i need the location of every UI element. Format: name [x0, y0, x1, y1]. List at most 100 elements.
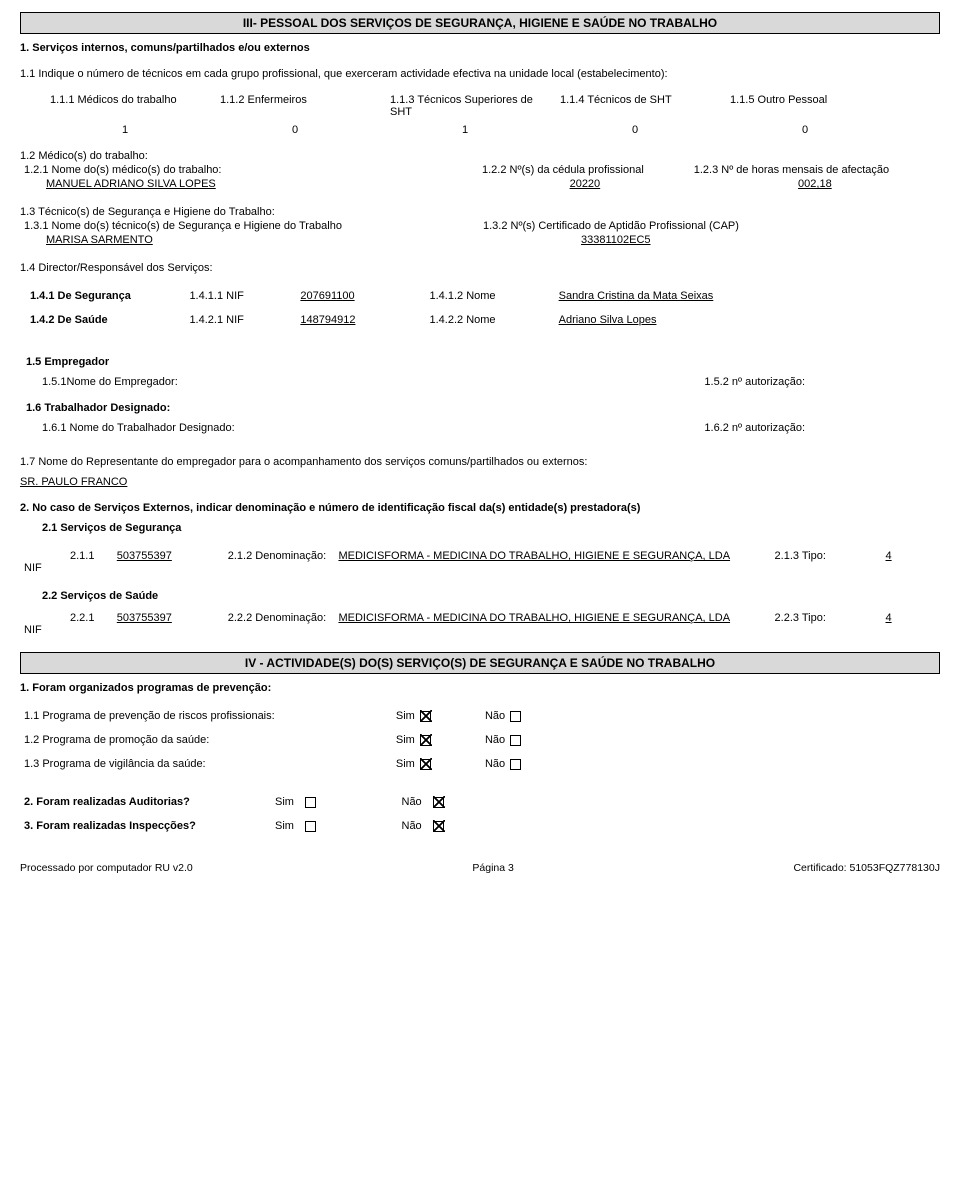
section4-header: IV - ACTIVIDADE(S) DO(S) SERVIÇO(S) DE S…: [20, 652, 940, 674]
representante-nome: SR. PAULO FRANCO: [20, 476, 940, 488]
nao-label-3: Não: [485, 758, 505, 770]
nao-label: Não: [485, 710, 505, 722]
q1-7-label: 1.7 Nome do Representante do empregador …: [20, 456, 940, 468]
q3-nao-check: [433, 821, 444, 832]
q2-1-3-value: 4: [886, 550, 892, 562]
q2-2-3-value: 4: [886, 612, 892, 624]
q1-4-1-2-value: Sandra Cristina da Mata Seixas: [559, 290, 714, 302]
tech-columns-values: 1 0 1 0 0: [50, 124, 880, 136]
q2-2-2-value: MEDICISFORMA - MEDICINA DO TRABALHO, HIG…: [338, 612, 730, 624]
s4-q2-label: 2. Foram realizadas Auditorias?: [24, 796, 190, 808]
q1-3-nao-check: [510, 759, 521, 770]
val-enfermeiros: 0: [220, 124, 370, 136]
audit-table: 2. Foram realizadas Auditorias? Sim Não …: [20, 794, 526, 834]
s4-q1-2-label: 1.2 Programa de promoção da saúde:: [24, 734, 209, 746]
q1-5-2-label: 1.5.2 nº autorização:: [704, 376, 805, 388]
medico-nome: MANUEL ADRIANO SILVA LOPES: [46, 178, 216, 190]
q2-2-3-label: 2.2.3 Tipo:: [775, 612, 826, 624]
serv-seg-table: 2.1.1 NIF 503755397 2.1.2 Denominação: M…: [20, 548, 940, 576]
q2-2-label: 2.2 Serviços de Saúde: [42, 590, 940, 602]
q1-2-label: 1.2 Médico(s) do trabalho:: [20, 150, 940, 162]
val-tec-sht: 0: [560, 124, 710, 136]
q1-4-2-1-value: 148794912: [300, 314, 355, 326]
col-medicos: 1.1.1 Médicos do trabalho: [50, 94, 200, 118]
q2-1-1-label: 2.1.1 NIF: [24, 550, 94, 574]
col-tec-sht: 1.1.4 Técnicos de SHT: [560, 94, 710, 118]
sim-label-2: Sim: [396, 734, 415, 746]
q1-5-1-label: 1.5.1Nome do Empregador:: [42, 376, 704, 388]
s4-q1-1-label: 1.1 Programa de prevenção de riscos prof…: [24, 710, 275, 722]
q1-4-1-label: 1.4.1 De Segurança: [30, 290, 131, 302]
q1-4-2-2-label: 1.4.2.2 Nome: [430, 314, 496, 326]
val-medicos: 1: [50, 124, 200, 136]
q1-5-label: 1.5 Empregador: [26, 356, 940, 368]
nao-label-4: Não: [402, 796, 422, 808]
q1-2-sim-check: [420, 735, 431, 746]
sim-label: Sim: [396, 710, 415, 722]
q1-4-2-1-label: 1.4.2.1 NIF: [189, 314, 243, 326]
sim-label-3: Sim: [396, 758, 415, 770]
q1-6-label: 1.6 Trabalhador Designado:: [26, 402, 940, 414]
q2-sim-check: [305, 797, 316, 808]
col-outro: 1.1.5 Outro Pessoal: [730, 94, 880, 118]
q1-4-1-1-label: 1.4.1.1 NIF: [189, 290, 243, 302]
val-outro: 0: [730, 124, 880, 136]
q2-1-label: 2.1 Serviços de Segurança: [42, 522, 940, 534]
q1-2-3-label: 1.2.3 Nº de horas mensais de afectação: [692, 164, 938, 176]
s4-q1-label: 1. Foram organizados programas de preven…: [20, 682, 940, 694]
q1-title: 1. Serviços internos, comuns/partilhados…: [20, 42, 940, 54]
q1-4-2-label: 1.4.2 De Saúde: [30, 314, 108, 326]
tech-columns-headers: 1.1.1 Médicos do trabalho 1.1.2 Enfermei…: [50, 94, 880, 118]
q2-1-2-label: 2.1.2 Denominação:: [228, 550, 326, 562]
q2-1-3-label: 2.1.3 Tipo:: [775, 550, 826, 562]
section3-header: III- PESSOAL DOS SERVIÇOS DE SEGURANÇA, …: [20, 12, 940, 34]
q1-4-1-2-label: 1.4.1.2 Nome: [430, 290, 496, 302]
q1-4-label: 1.4 Director/Responsável dos Serviços:: [20, 262, 940, 274]
q1-2-nao-check: [510, 735, 521, 746]
q3-sim-check: [305, 821, 316, 832]
sim-label-4: Sim: [275, 796, 294, 808]
q2-1-1-value: 503755397: [117, 550, 172, 562]
q1-3-sim-check: [420, 759, 431, 770]
q2-2-1-value: 503755397: [117, 612, 172, 624]
sim-label-5: Sim: [275, 820, 294, 832]
medico-horas: 002,18: [798, 178, 832, 190]
col-enfermeiros: 1.1.2 Enfermeiros: [220, 94, 370, 118]
page-footer: Processado por computador RU v2.0 Página…: [20, 862, 940, 874]
tecnico-cap: 33381102EC5: [581, 234, 651, 246]
q1-4-1-1-value: 207691100: [300, 290, 354, 302]
col-tec-sup: 1.1.3 Técnicos Superiores de SHT: [390, 94, 540, 118]
serv-saude-table: 2.2.1 NIF 503755397 2.2.2 Denominação: M…: [20, 610, 940, 638]
q1-6-2-label: 1.6.2 nº autorização:: [704, 422, 805, 434]
q1-3-label: 1.3 Técnico(s) de Segurança e Higiene do…: [20, 206, 940, 218]
q2-2-1-label: 2.2.1 NIF: [24, 612, 94, 636]
s4-q3-label: 3. Foram realizadas Inspecções?: [24, 820, 196, 832]
q1-4-2-2-value: Adriano Silva Lopes: [559, 314, 657, 326]
nao-label-2: Não: [485, 734, 505, 746]
footer-right: Certificado: 51053FQZ778130J: [793, 862, 940, 874]
nao-label-5: Não: [402, 820, 422, 832]
s4-q1-3-label: 1.3 Programa de vigilância da saúde:: [24, 758, 206, 770]
medicos-table: 1.2.1 Nome do(s) médico(s) do trabalho: …: [20, 162, 940, 192]
q1-1-sim-check: [420, 711, 431, 722]
director-saude-table: 1.4.2 De Saúde 1.4.2.1 NIF 148794912 1.4…: [20, 312, 940, 328]
q1-2-2-label: 1.2.2 Nº(s) da cédula profissional: [480, 164, 690, 176]
q2-2-2-label: 2.2.2 Denominação:: [228, 612, 326, 624]
q2-nao-check: [433, 797, 444, 808]
q2-1-2-value: MEDICISFORMA - MEDICINA DO TRABALHO, HIG…: [338, 550, 730, 562]
q1-1-nao-check: [510, 711, 521, 722]
tecnicos-table: 1.3.1 Nome do(s) técnico(s) de Segurança…: [20, 218, 940, 248]
tecnico-nome: MARISA SARMENTO: [46, 234, 153, 246]
q1-3-2-label: 1.3.2 Nº(s) Certificado de Aptidão Profi…: [481, 220, 938, 232]
director-table: 1.4.1 De Segurança 1.4.1.1 NIF 207691100…: [20, 288, 940, 304]
q2-label: 2. No caso de Serviços Externos, indicar…: [20, 502, 940, 514]
q1-3-1-label: 1.3.1 Nome do(s) técnico(s) de Segurança…: [22, 220, 479, 232]
prog-table: 1.1 Programa de prevenção de riscos prof…: [20, 708, 572, 772]
q1-2-1-label: 1.2.1 Nome do(s) médico(s) do trabalho:: [22, 164, 478, 176]
medico-cedula: 20220: [570, 178, 601, 190]
q1-1-text: 1.1 Indique o número de técnicos em cada…: [20, 68, 940, 80]
val-tec-sup: 1: [390, 124, 540, 136]
footer-center: Página 3: [472, 862, 513, 874]
footer-left: Processado por computador RU v2.0: [20, 862, 193, 874]
q1-6-1-label: 1.6.1 Nome do Trabalhador Designado:: [42, 422, 704, 434]
